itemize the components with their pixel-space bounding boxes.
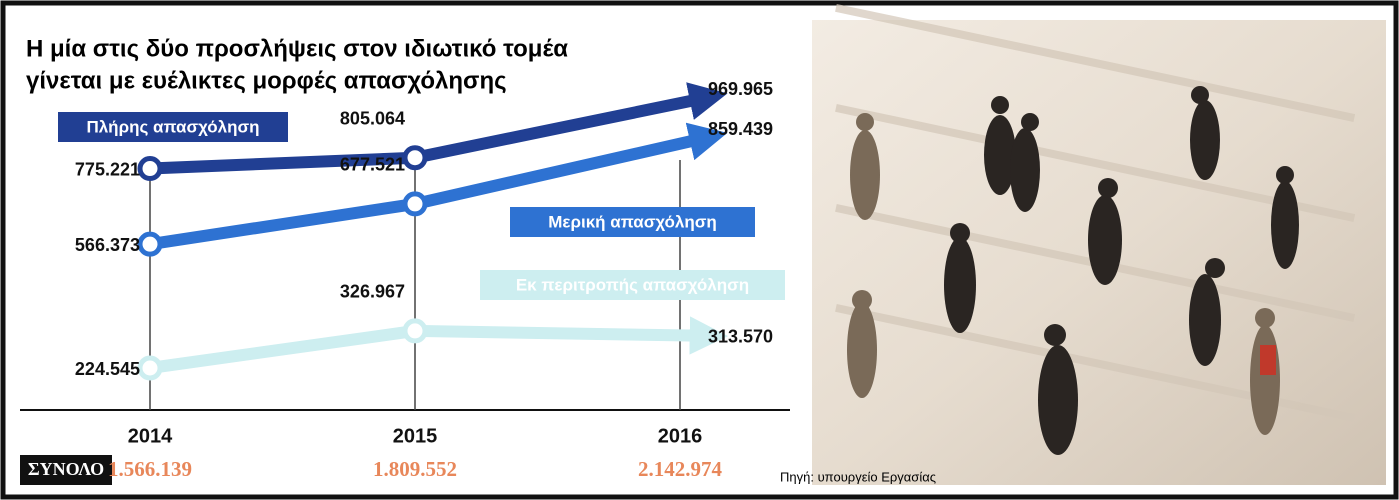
data-label: 326.967 xyxy=(340,282,405,302)
x-tick-label: 2016 xyxy=(658,425,703,447)
photo xyxy=(812,4,1386,485)
x-tick-label: 2015 xyxy=(393,425,438,447)
data-label: 677.521 xyxy=(340,155,405,175)
data-label: 566.373 xyxy=(75,235,140,255)
point-marker xyxy=(405,148,425,168)
source: Πηγή: υπουργείο Εργασίας xyxy=(780,469,936,484)
data-label: 775.221 xyxy=(75,159,140,179)
data-label: 224.545 xyxy=(75,359,140,379)
total-value: 2.142.974 xyxy=(638,457,723,481)
legend-label: Μερική απασχόληση xyxy=(548,212,717,231)
data-label: 805.064 xyxy=(340,108,405,128)
x-tick-label: 2014 xyxy=(128,425,173,447)
point-marker xyxy=(140,358,160,378)
chart-title: γίνεται με ευέλικτες μορφές απασχόλησης xyxy=(26,67,507,94)
point-marker xyxy=(140,159,160,179)
infographic: Η μία στις δύο προσλήψεις στον ιδιωτικό … xyxy=(0,0,1399,500)
data-label: 859.439 xyxy=(708,119,773,139)
chart-title: Η μία στις δύο προσλήψεις στον ιδιωτικό … xyxy=(26,35,568,62)
totals-label: ΣΥΝΟΛΟ xyxy=(28,459,104,479)
data-label: 969.965 xyxy=(708,79,773,99)
total-value: 1.809.552 xyxy=(373,457,457,481)
point-marker xyxy=(405,321,425,341)
data-label: 313.570 xyxy=(708,327,773,347)
total-value: 1.566.139 xyxy=(108,457,192,481)
point-marker xyxy=(405,194,425,214)
legend-label: Εκ περιτροπής απασχόληση xyxy=(516,275,749,294)
point-marker xyxy=(140,234,160,254)
legend-label: Πλήρης απασχόληση xyxy=(86,117,259,136)
